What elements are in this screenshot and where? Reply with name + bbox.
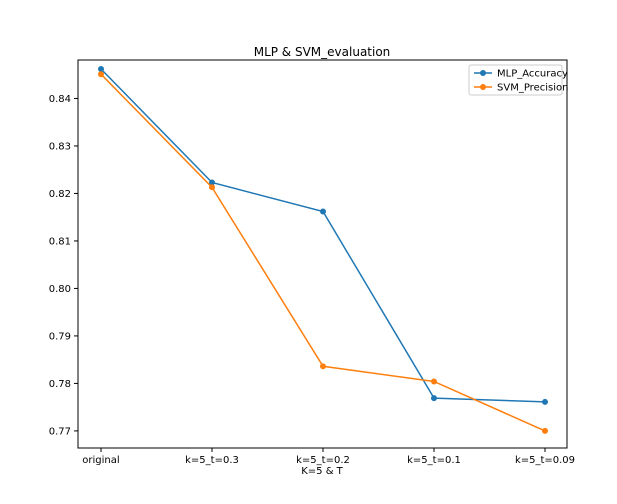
y-tick-label: 0.78 <box>49 379 71 390</box>
data-point <box>320 363 326 370</box>
x-tick-label: k=5_t=0.3 <box>185 455 239 466</box>
y-tick-label: 0.81 <box>49 236 71 247</box>
y-axis: 0.77 0.78 0.79 0.80 0.81 0.82 0.83 0.84 <box>49 94 78 437</box>
data-point <box>98 71 104 78</box>
data-point <box>320 208 326 215</box>
data-point <box>98 66 104 73</box>
data-point <box>209 184 215 191</box>
legend-box <box>468 64 563 96</box>
x-axis-title: K=5 & T <box>301 466 343 477</box>
y-tick-label: 0.84 <box>49 94 71 105</box>
x-tick-label: k=5_t=0.2 <box>296 455 350 466</box>
legend-marker <box>480 70 486 76</box>
legend: MLP_Accuracy SVM_Precision <box>468 64 568 96</box>
data-point <box>431 395 437 402</box>
y-tick-label: 0.82 <box>49 189 71 200</box>
x-tick-label: original <box>82 455 119 466</box>
y-tick-label: 0.77 <box>49 426 71 437</box>
plot-area <box>77 59 568 449</box>
legend-marker <box>480 84 486 90</box>
data-point <box>542 427 548 434</box>
x-axis: original k=5_t=0.3 k=5_t=0.2 k=5_t=0.1 k=5_t… <box>82 448 575 466</box>
x-tick-label: k=5_t=0.1 <box>407 455 461 466</box>
chart-title: MLP & SVM_evaluation <box>254 45 391 59</box>
series-layer <box>98 66 548 434</box>
y-tick-label: 0.79 <box>49 331 71 342</box>
data-point <box>209 179 215 186</box>
data-point <box>542 398 548 405</box>
legend-label: MLP_Accuracy <box>497 69 568 80</box>
y-tick-label: 0.80 <box>49 284 71 295</box>
data-point <box>431 378 437 385</box>
x-tick-label: k=5_t=0.09 <box>515 455 575 466</box>
legend-label: SVM_Precision <box>497 83 568 94</box>
y-tick-label: 0.83 <box>49 141 71 152</box>
